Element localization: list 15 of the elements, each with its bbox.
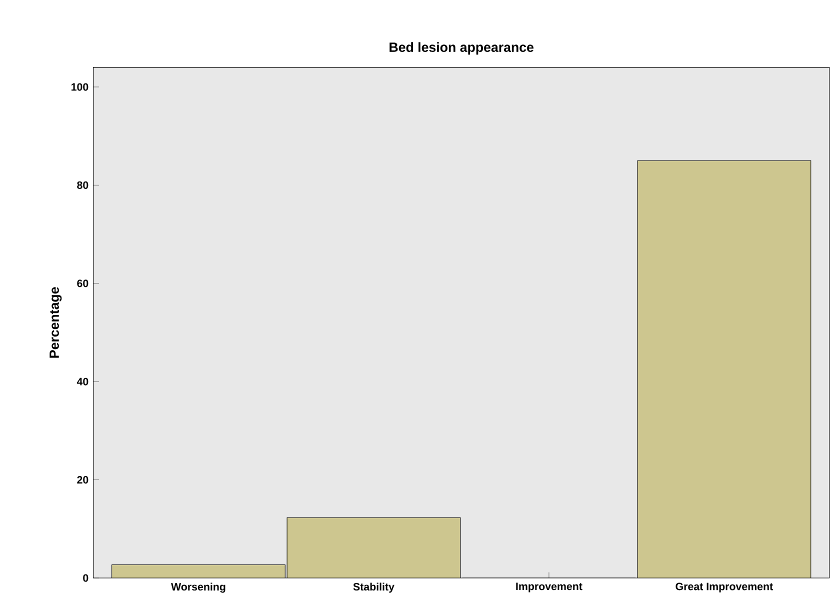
x-tick-label: Improvement: [516, 582, 582, 592]
bar: [637, 160, 812, 578]
bar: [112, 564, 286, 578]
chart-title: Bed lesion appearance: [390, 42, 534, 55]
y-axis-title: Percentage: [50, 287, 62, 358]
x-tick-label: Stability: [353, 582, 394, 593]
y-tick-label: 100: [71, 83, 88, 91]
bar: [287, 518, 460, 578]
y-tick-label: 40: [76, 378, 88, 386]
y-tick-label: 60: [77, 280, 88, 288]
y-tick-label: 80: [77, 181, 88, 189]
y-tick-label: 20: [77, 476, 88, 484]
y-tick-label: 0: [83, 574, 88, 582]
x-tick-label: Worsening: [171, 582, 226, 593]
x-tick-label: Great Improvement: [676, 582, 773, 592]
